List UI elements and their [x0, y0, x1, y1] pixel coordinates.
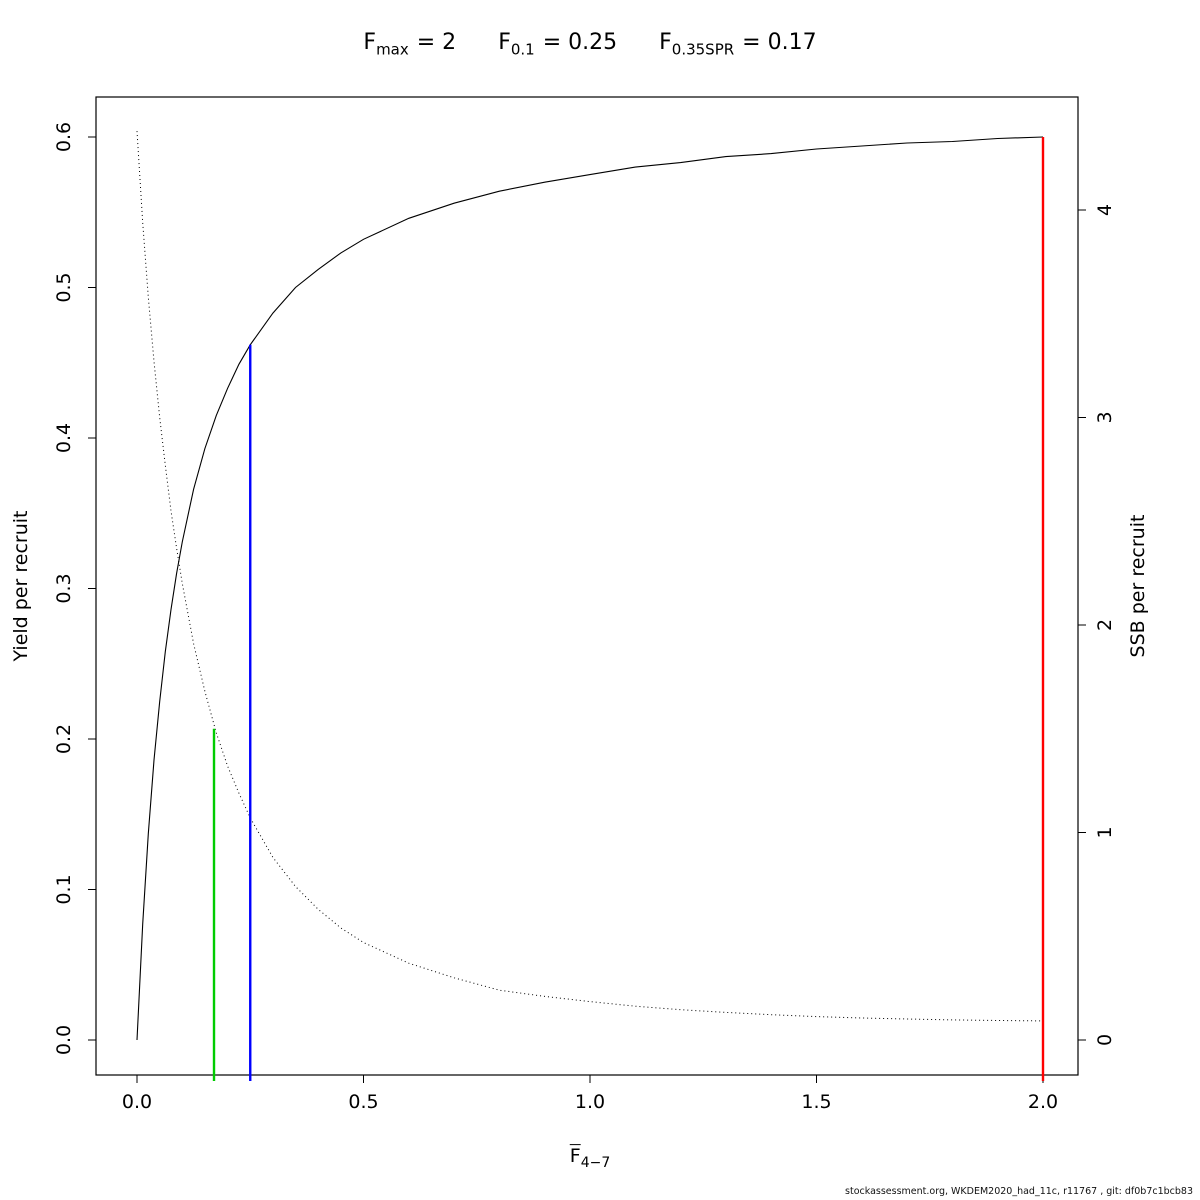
- ssb-per-recruit-curve: [136, 131, 1044, 1022]
- y-left-tick-label: 0.6: [53, 122, 75, 152]
- x-tick-label: 1.0: [575, 1091, 605, 1113]
- y-right-tick-label: 1: [1094, 826, 1116, 838]
- yield-per-recruit-curve: [136, 136, 1044, 1041]
- x-tick-label: 0.0: [122, 1091, 152, 1113]
- plot-box: [95, 96, 1079, 1076]
- title-f01-value: = 0.25: [542, 30, 618, 55]
- y-left-tick-label: 0.4: [53, 423, 75, 453]
- title-f035spr: F0.35SPR = 0.17: [659, 30, 816, 58]
- y-right-tick-label: 0: [1094, 1034, 1116, 1046]
- x-axis-label-fbar: F: [569, 1145, 581, 1168]
- title-f035spr-sub: 0.35SPR: [671, 40, 735, 59]
- y-left-tick-label: 0.1: [53, 874, 75, 904]
- y-left-tick-label: 0.3: [53, 573, 75, 603]
- title-fmax-base: F: [363, 30, 377, 55]
- x-axis-label-sub: 4−7: [580, 1154, 611, 1171]
- y-right-tick-label: 3: [1094, 411, 1116, 423]
- y-left-tick-label: 0.0: [53, 1025, 75, 1055]
- x-tick-label: 0.5: [348, 1091, 378, 1113]
- y-left-tick-label: 0.2: [53, 724, 75, 754]
- title-f01-base: F: [498, 30, 511, 55]
- title-f01-sub: 0.1: [510, 40, 535, 59]
- title-f035spr-value: = 0.17: [742, 30, 817, 55]
- title-fmax: Fmax = 2: [363, 30, 456, 58]
- x-tick-label: 2.0: [1028, 1091, 1058, 1113]
- y-right-tick-label: 4: [1094, 204, 1116, 216]
- y-axis-label-right: SSB per recruit: [1127, 514, 1149, 658]
- y-right-tick-label: 2: [1094, 619, 1116, 631]
- y-axis-label-left: Yield per recruit: [10, 510, 32, 662]
- x-axis-label: F4−7: [570, 1145, 610, 1171]
- x-tick-label: 1.5: [801, 1091, 831, 1113]
- y-left-tick-label: 0.5: [53, 272, 75, 302]
- footer-attribution: stockassessment.org, WKDEM2020_had_11c, …: [845, 1186, 1193, 1197]
- title-f01: F0.1 = 0.25: [498, 30, 617, 58]
- title-f035spr-base: F: [659, 30, 672, 55]
- title-fmax-sub: max: [376, 40, 409, 59]
- title-fmax-value: = 2: [416, 30, 457, 55]
- chart-title: Fmax = 2 F0.1 = 0.25 F0.35SPR = 0.17: [0, 30, 1180, 58]
